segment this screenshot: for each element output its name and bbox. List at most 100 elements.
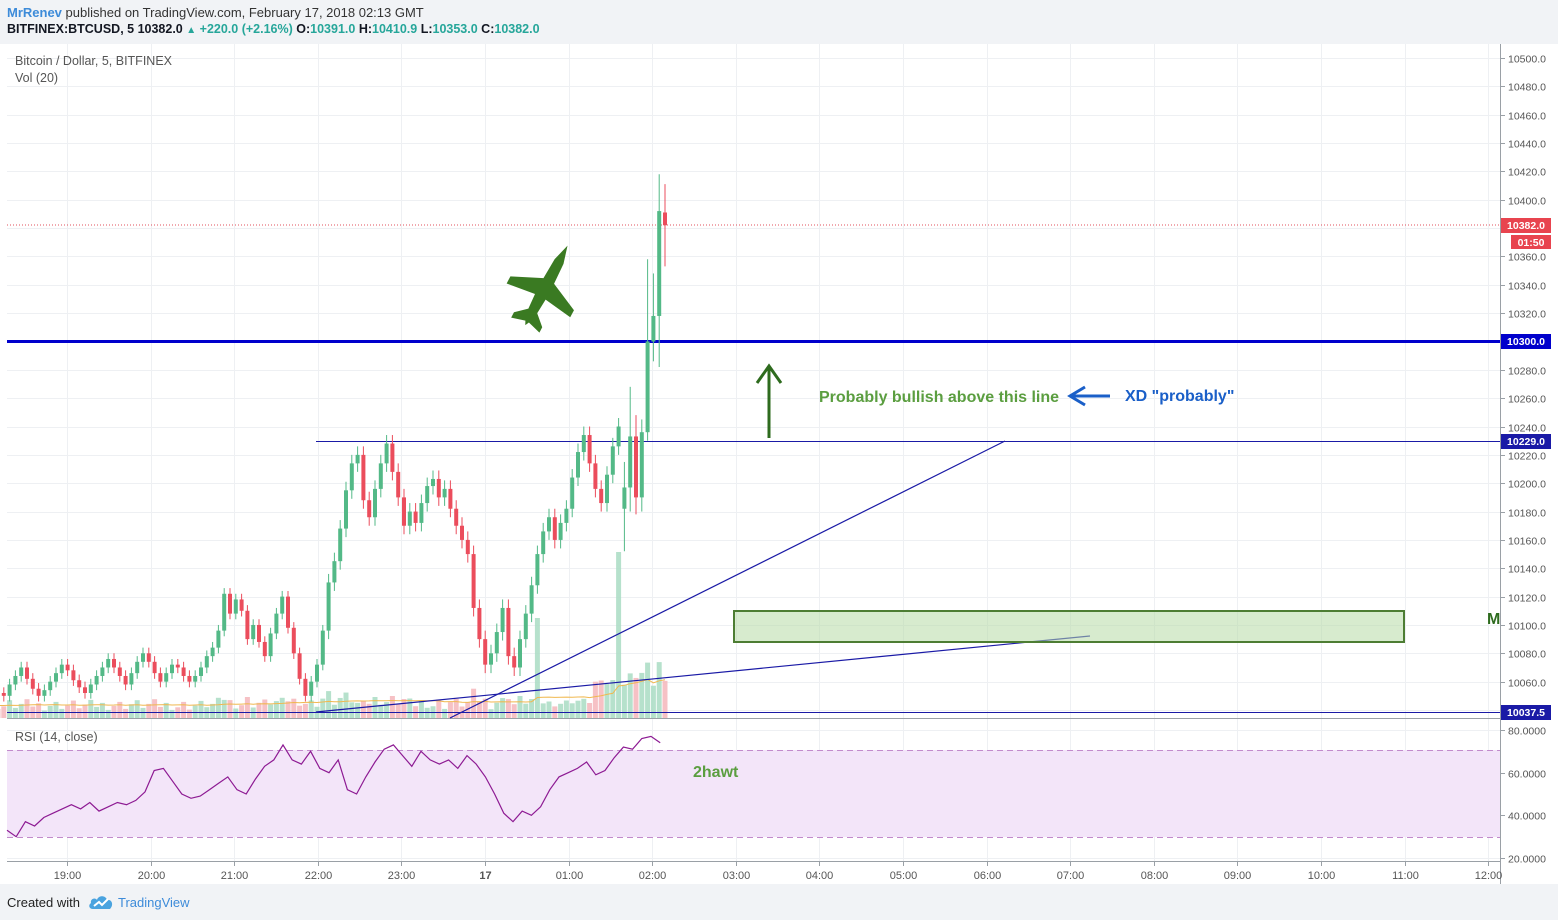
candle[interactable] xyxy=(384,435,389,472)
candle[interactable] xyxy=(193,670,198,688)
candle[interactable] xyxy=(100,661,105,682)
candle[interactable] xyxy=(297,647,302,685)
candle[interactable] xyxy=(506,599,511,665)
candle[interactable] xyxy=(326,573,331,640)
candle[interactable] xyxy=(54,667,58,688)
rsi-legend[interactable]: RSI (14, close) xyxy=(15,730,98,744)
candle[interactable] xyxy=(425,477,430,512)
candle[interactable] xyxy=(349,454,354,499)
candle[interactable] xyxy=(257,619,261,648)
candle[interactable] xyxy=(512,647,517,676)
candle[interactable] xyxy=(315,658,319,688)
candle[interactable] xyxy=(547,508,551,540)
candle[interactable] xyxy=(500,599,505,641)
candle[interactable] xyxy=(338,520,343,570)
candle[interactable] xyxy=(123,670,128,691)
rsi-axis[interactable]: 80.0000 60.0000 40.0000 20.0000 xyxy=(1500,726,1546,866)
trend-line-shallow[interactable] xyxy=(315,635,1091,713)
candle[interactable] xyxy=(552,508,557,549)
candle[interactable] xyxy=(529,576,534,623)
candle[interactable] xyxy=(645,259,650,441)
candle[interactable] xyxy=(332,552,337,591)
candle[interactable] xyxy=(581,426,586,461)
candle[interactable] xyxy=(30,673,35,695)
candle[interactable] xyxy=(251,619,256,645)
candle[interactable] xyxy=(216,624,221,654)
candle[interactable] xyxy=(373,480,377,526)
candle[interactable] xyxy=(605,466,609,512)
candle[interactable] xyxy=(286,590,290,634)
candle[interactable] xyxy=(361,446,366,509)
candle[interactable] xyxy=(152,656,157,679)
candle[interactable] xyxy=(303,673,308,702)
candle[interactable] xyxy=(222,588,227,637)
candle[interactable] xyxy=(407,503,412,535)
candle[interactable] xyxy=(558,514,563,549)
candle[interactable] xyxy=(535,545,540,594)
candle[interactable] xyxy=(164,667,169,688)
candle[interactable] xyxy=(146,647,151,668)
candle[interactable] xyxy=(634,415,638,515)
candle[interactable] xyxy=(199,661,203,682)
candle[interactable] xyxy=(94,670,99,691)
tradingview-link[interactable]: TradingView xyxy=(118,895,190,910)
candle[interactable] xyxy=(494,623,499,662)
trend-line-steep[interactable] xyxy=(449,440,1006,719)
candle[interactable] xyxy=(25,661,29,685)
candle[interactable] xyxy=(610,437,615,484)
candle[interactable] xyxy=(129,667,134,691)
candle[interactable] xyxy=(170,658,174,679)
candle[interactable] xyxy=(233,593,238,620)
candle[interactable] xyxy=(239,593,244,617)
candle[interactable] xyxy=(59,658,64,679)
candle[interactable] xyxy=(71,664,76,686)
candle[interactable] xyxy=(541,522,546,563)
candle[interactable] xyxy=(320,624,325,671)
candle[interactable] xyxy=(83,681,87,699)
candle[interactable] xyxy=(477,599,482,648)
candle[interactable] xyxy=(657,174,662,367)
candle[interactable] xyxy=(471,545,476,617)
candle[interactable] xyxy=(280,590,285,620)
candle[interactable] xyxy=(460,517,464,549)
candle[interactable] xyxy=(141,647,145,668)
candle[interactable] xyxy=(245,605,250,645)
candle[interactable] xyxy=(355,446,360,472)
candle[interactable] xyxy=(158,667,163,688)
candle[interactable] xyxy=(465,531,470,563)
candle[interactable] xyxy=(436,470,441,506)
candle[interactable] xyxy=(181,661,186,682)
candle[interactable] xyxy=(622,461,627,552)
volume-legend[interactable]: Vol (20) xyxy=(15,71,58,85)
candle[interactable] xyxy=(268,627,273,662)
candle[interactable] xyxy=(448,480,453,518)
candle[interactable] xyxy=(42,684,47,702)
candle[interactable] xyxy=(65,658,70,676)
candle[interactable] xyxy=(175,658,180,674)
series-legend[interactable]: Bitcoin / Dollar, 5, BITFINEX xyxy=(15,54,173,68)
candle[interactable] xyxy=(587,426,592,472)
candle[interactable] xyxy=(117,661,122,682)
candle[interactable] xyxy=(593,454,598,498)
candle[interactable] xyxy=(204,650,209,674)
candle[interactable] xyxy=(518,630,522,676)
candle[interactable] xyxy=(378,454,383,498)
candle[interactable] xyxy=(489,644,493,674)
candle[interactable] xyxy=(628,386,633,512)
candle[interactable] xyxy=(1,687,6,702)
candle[interactable] xyxy=(19,661,24,682)
candle[interactable] xyxy=(309,675,314,702)
candle[interactable] xyxy=(344,481,348,538)
candle[interactable] xyxy=(36,683,41,702)
candle[interactable] xyxy=(413,503,418,532)
candle[interactable] xyxy=(431,470,435,495)
chart-canvas[interactable]: Probably bullish above this line XD "pro… xyxy=(0,44,1558,884)
candle[interactable] xyxy=(483,630,488,674)
candle[interactable] xyxy=(135,656,140,679)
candle[interactable] xyxy=(402,488,406,535)
candle[interactable] xyxy=(663,184,667,267)
candle[interactable] xyxy=(77,674,82,693)
candle[interactable] xyxy=(454,500,459,535)
candle[interactable] xyxy=(564,500,569,532)
candle[interactable] xyxy=(396,463,401,506)
